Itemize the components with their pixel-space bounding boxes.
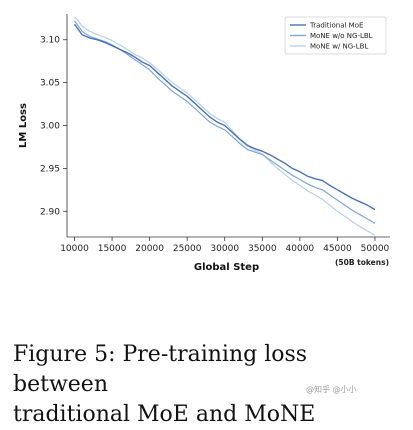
- caption-line-1: Figure 5: Pre-training loss between: [13, 342, 308, 397]
- watermark: @知乎 @小小: [306, 385, 357, 394]
- series-line-1: [73, 23, 376, 211]
- y-tick-label: 3.05: [40, 79, 60, 89]
- figure-page: 2.90 2.95 3.00 3.05 3.10 10000 15000 20000 2500…: [13, 14, 390, 427]
- x-tick-label: 15000: [98, 244, 127, 254]
- legend-label-2: MoNE w/o NG-LBL: [310, 32, 373, 40]
- legend-label-1: Traditional MoE: [309, 22, 363, 30]
- series-layer: [73, 16, 376, 236]
- x-tick-label: 35000: [248, 244, 277, 254]
- x-tick-label: 20000: [135, 244, 164, 254]
- x-tick-label: 30000: [210, 244, 239, 254]
- y-ticks: 2.90 2.95 3.00 3.05 3.10: [40, 36, 67, 217]
- y-tick-label: 3.00: [40, 122, 60, 132]
- x-tick-label: 10000: [60, 244, 89, 254]
- x-axis-note: (50B tokens): [335, 258, 389, 267]
- y-tick-label: 3.10: [40, 36, 60, 46]
- loss-chart: 2.90 2.95 3.00 3.05 3.10 10000 15000 20000 2500…: [18, 14, 390, 273]
- x-ticks: 10000 15000 20000 25000 30000 35000 40000 45000…: [60, 237, 390, 254]
- y-tick-label: 2.90: [40, 207, 60, 217]
- series-line-3: [74, 16, 376, 236]
- x-axis-label: Global Step: [194, 262, 259, 273]
- x-tick-label: 45000: [323, 244, 352, 254]
- y-tick-label: 2.95: [40, 164, 60, 174]
- legend-box: [284, 16, 387, 55]
- x-tick-label: 50000: [361, 244, 390, 254]
- legend: Traditional MoE MoNE w/o NG-LBL MoNE w/ NG…: [284, 16, 387, 55]
- legend-label-3: MoNE w/ NG-LBL: [310, 43, 368, 51]
- caption-line-2: traditional MoE and MoNE: [13, 402, 316, 427]
- y-axis-label: LM Loss: [18, 103, 29, 148]
- x-tick-label: 25000: [173, 244, 202, 254]
- x-tick-label: 40000: [286, 244, 315, 254]
